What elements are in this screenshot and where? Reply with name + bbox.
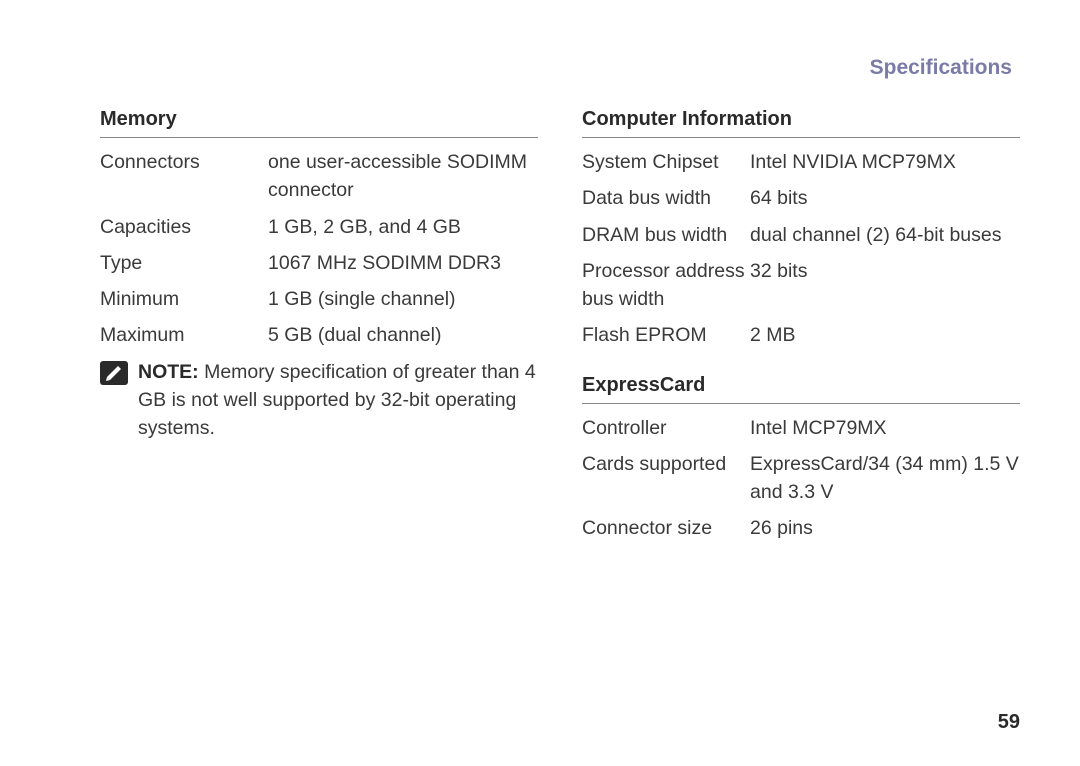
row-value: 32 bits: [750, 257, 1020, 314]
table-row: Maximum 5 GB (dual channel): [100, 321, 538, 349]
table-row: Controller Intel MCP79MX: [582, 414, 1020, 442]
row-value: ExpressCard/34 (34 mm) 1.5 V and 3.3 V: [750, 450, 1020, 507]
row-value: 2 MB: [750, 321, 1020, 349]
page-number: 59: [998, 711, 1020, 734]
row-value: Intel MCP79MX: [750, 414, 1020, 442]
memory-section: Memory Connectors one user-accessible SO…: [100, 108, 538, 442]
table-row: Minimum 1 GB (single channel): [100, 285, 538, 313]
row-value: 1 GB, 2 GB, and 4 GB: [268, 213, 538, 241]
left-column: Memory Connectors one user-accessible SO…: [100, 108, 538, 567]
expresscard-section: ExpressCard Controller Intel MCP79MX Car…: [582, 374, 1020, 543]
row-label: DRAM bus width: [582, 221, 750, 249]
row-value: dual channel (2) 64-bit buses: [750, 221, 1020, 249]
table-row: System Chipset Intel NVIDIA MCP79MX: [582, 148, 1020, 176]
row-label: Type: [100, 249, 268, 277]
table-row: Cards supported ExpressCard/34 (34 mm) 1…: [582, 450, 1020, 507]
row-label: Connectors: [100, 148, 268, 205]
content-columns: Memory Connectors one user-accessible SO…: [100, 108, 1020, 567]
page-header: Specifications: [100, 56, 1020, 80]
row-label: Cards supported: [582, 450, 750, 507]
row-value: one user-accessible SODIMM connector: [268, 148, 538, 205]
note-body: NOTE: Memory specification of greater th…: [138, 358, 538, 443]
table-row: Capacities 1 GB, 2 GB, and 4 GB: [100, 213, 538, 241]
row-value: 64 bits: [750, 184, 1020, 212]
note: NOTE: Memory specification of greater th…: [100, 358, 538, 443]
row-value: 5 GB (dual channel): [268, 321, 538, 349]
computer-info-section: Computer Information System Chipset Inte…: [582, 108, 1020, 350]
table-row: Connector size 26 pins: [582, 514, 1020, 542]
row-value: 1 GB (single channel): [268, 285, 538, 313]
row-label: Connector size: [582, 514, 750, 542]
row-label: Minimum: [100, 285, 268, 313]
table-row: DRAM bus width dual channel (2) 64-bit b…: [582, 221, 1020, 249]
note-icon: [100, 361, 128, 385]
row-value: 1067 MHz SODIMM DDR3: [268, 249, 538, 277]
row-label: Processor address bus width: [582, 257, 750, 314]
row-label: Controller: [582, 414, 750, 442]
row-label: System Chipset: [582, 148, 750, 176]
row-value: 26 pins: [750, 514, 1020, 542]
row-label: Maximum: [100, 321, 268, 349]
row-label: Capacities: [100, 213, 268, 241]
row-label: Data bus width: [582, 184, 750, 212]
note-label: NOTE:: [138, 361, 199, 383]
row-label: Flash EPROM: [582, 321, 750, 349]
table-row: Data bus width 64 bits: [582, 184, 1020, 212]
table-row: Processor address bus width 32 bits: [582, 257, 1020, 314]
table-row: Type 1067 MHz SODIMM DDR3: [100, 249, 538, 277]
expresscard-title: ExpressCard: [582, 374, 1020, 404]
computer-info-title: Computer Information: [582, 108, 1020, 138]
right-column: Computer Information System Chipset Inte…: [582, 108, 1020, 567]
memory-title: Memory: [100, 108, 538, 138]
row-value: Intel NVIDIA MCP79MX: [750, 148, 1020, 176]
table-row: Flash EPROM 2 MB: [582, 321, 1020, 349]
table-row: Connectors one user-accessible SODIMM co…: [100, 148, 538, 205]
